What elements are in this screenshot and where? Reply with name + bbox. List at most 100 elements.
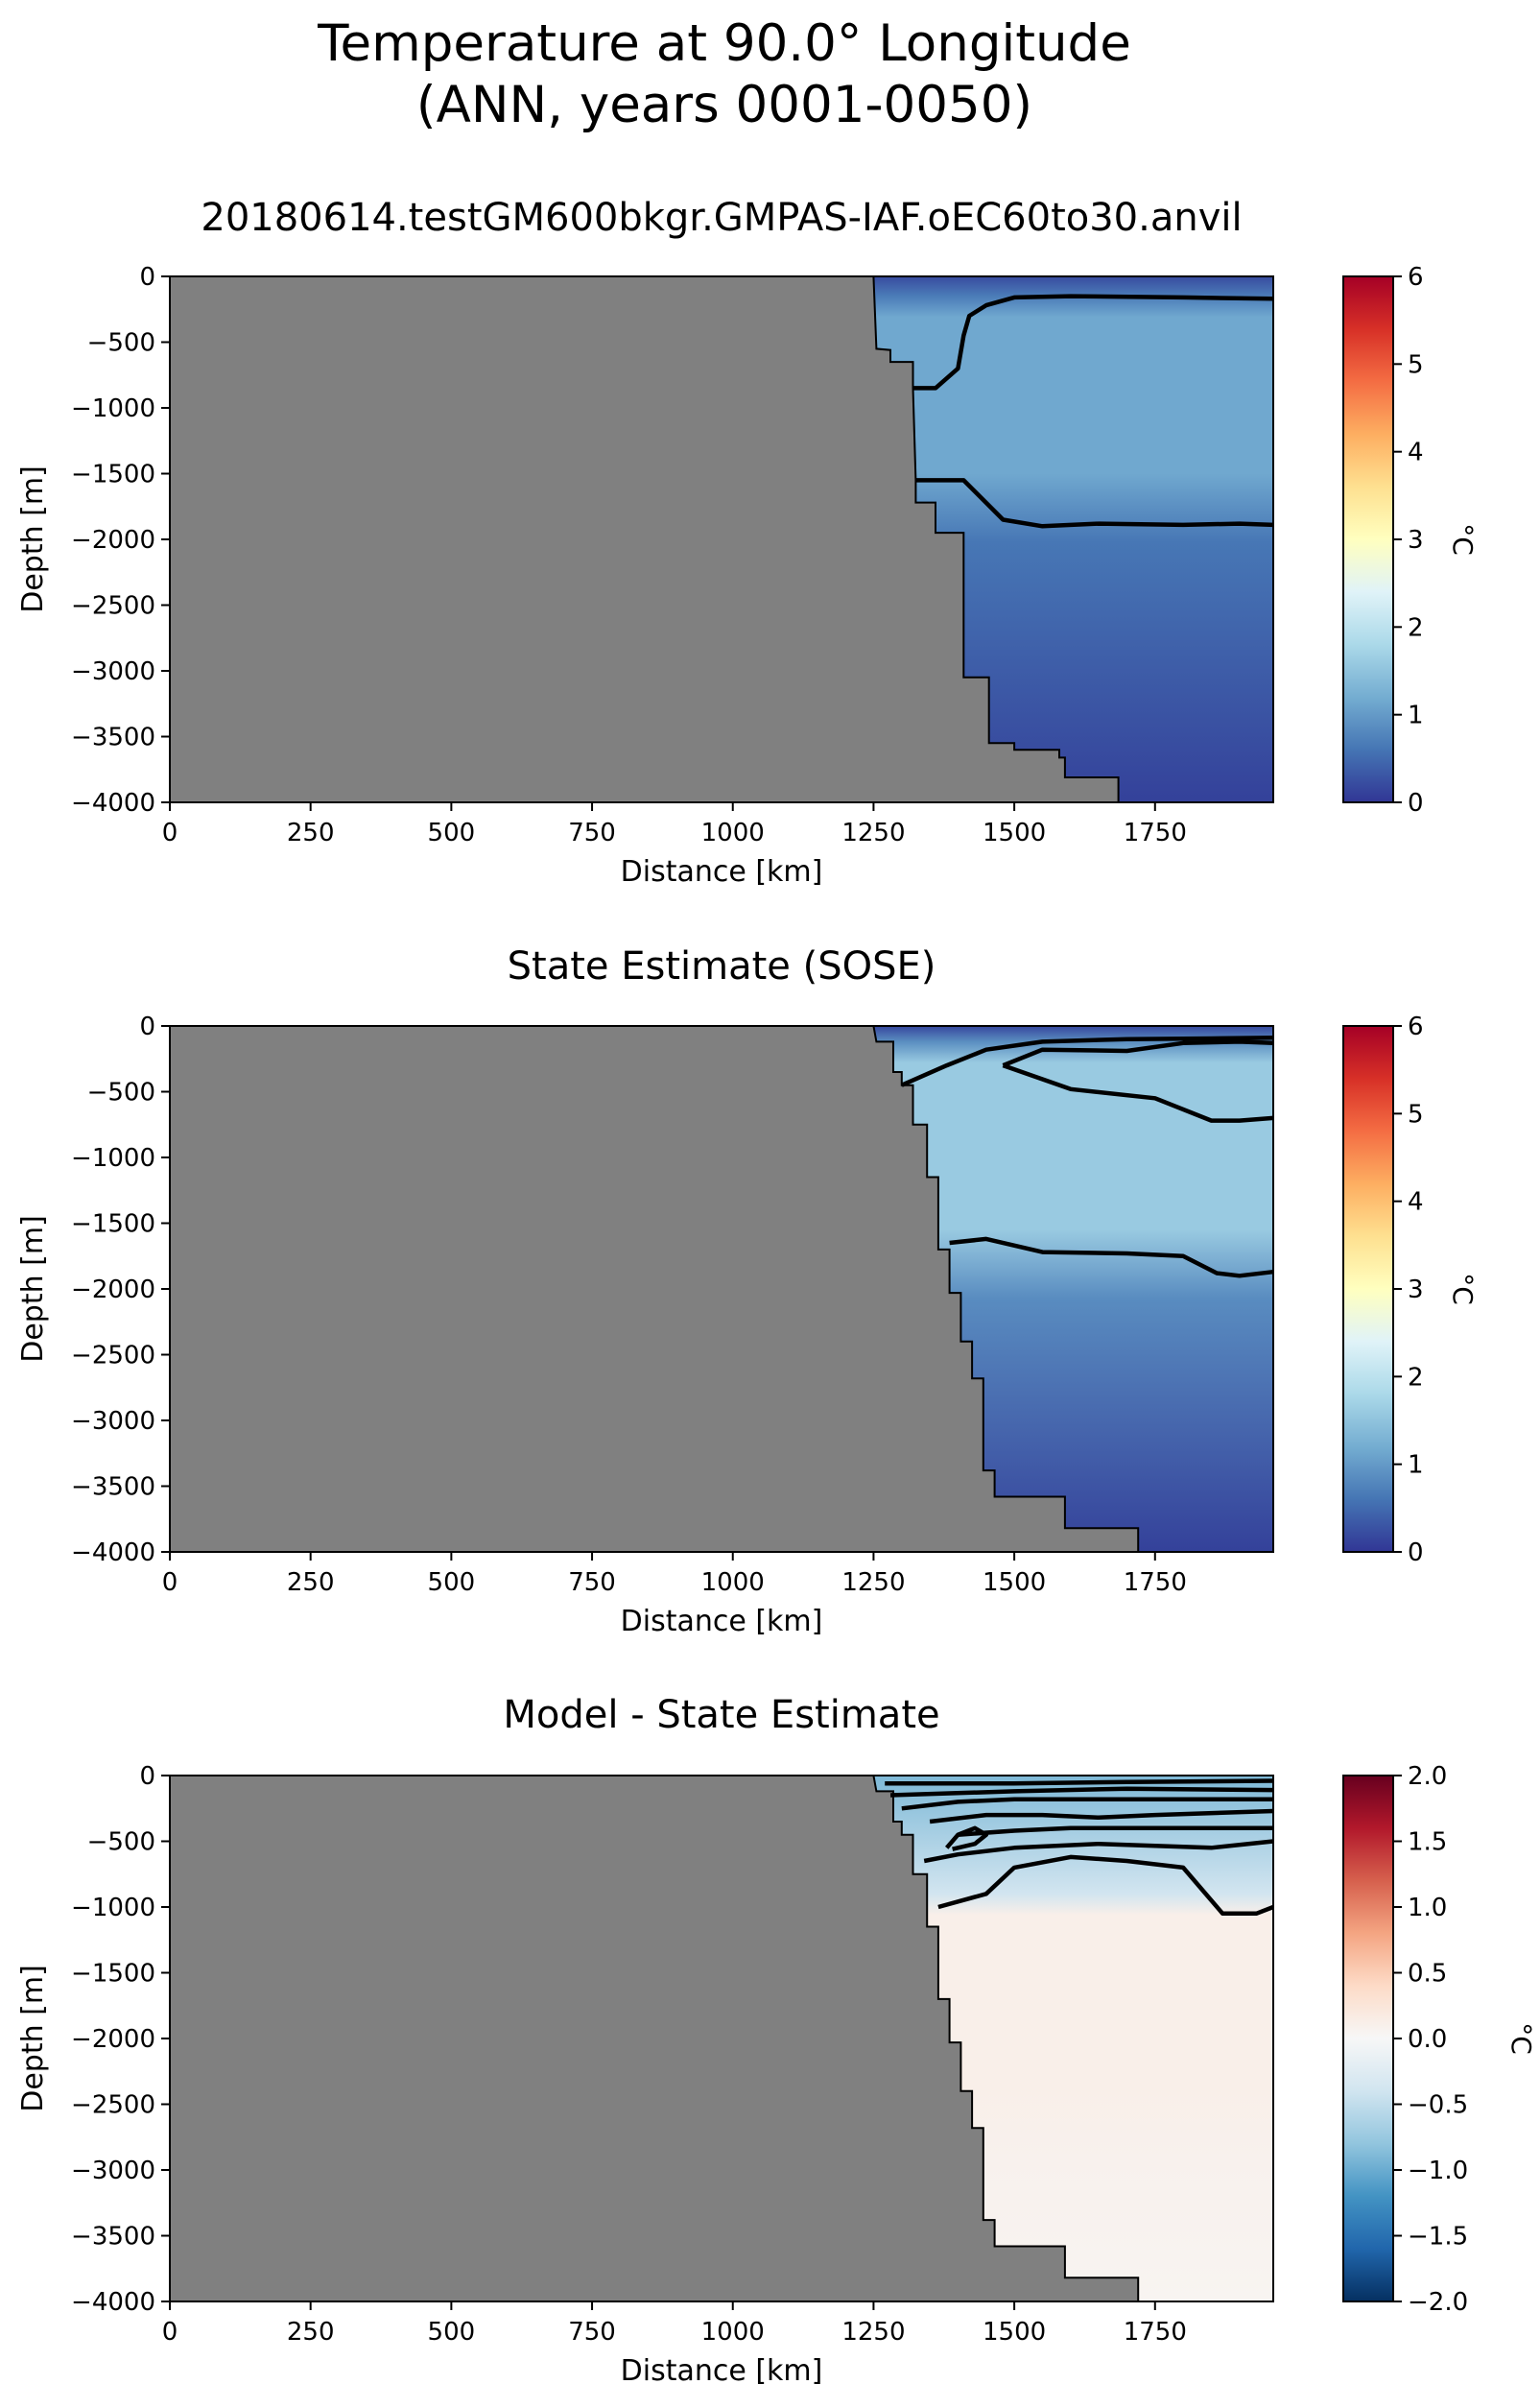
colorbar-tick-label: 0.5 xyxy=(1408,1960,1447,1989)
colorbar-tick-label: 3 xyxy=(1408,1276,1424,1304)
y-tick-label: −2500 xyxy=(71,1342,155,1371)
y-tick-label: 0 xyxy=(139,1762,155,1791)
y-tick-label: 0 xyxy=(139,263,155,292)
land-mask xyxy=(169,1025,1140,1553)
y-tick-label: −3000 xyxy=(71,657,155,686)
colorbar-tick-label: 1 xyxy=(1408,1451,1424,1480)
panel-title: 20180614.testGM600bkgr.GMPAS-IAF.oEC60to… xyxy=(201,196,1242,240)
x-tick-label: 250 xyxy=(287,819,335,847)
contour-line-4 xyxy=(949,1236,1274,1278)
y-tick-label: −2500 xyxy=(71,592,155,621)
contour-line-1 xyxy=(912,294,1274,391)
colorbar: 0 1 2 3 4 5 6 °C xyxy=(1342,1013,1479,1567)
contour-line-3 xyxy=(1002,1062,1274,1123)
colorbar-tick-label: 5 xyxy=(1408,350,1424,379)
panel-3: Model - State Estimate 0 −500 −1000 −1500 −20… xyxy=(16,1693,1537,2388)
x-tick-label: 0 xyxy=(162,819,178,847)
y-tick-label: −3500 xyxy=(71,724,155,752)
contour-line-7 xyxy=(937,1854,1274,1917)
x-axis-label: Distance [km] xyxy=(621,1605,823,1638)
x-tick-label: 1750 xyxy=(1124,819,1187,847)
y-tick-label: −500 xyxy=(87,1828,155,1857)
colorbar-tick-label: 1.0 xyxy=(1408,1894,1447,1922)
colorbar-tick-label: 6 xyxy=(1408,263,1424,292)
contour-line-6 xyxy=(923,1839,1274,1864)
x-axis-label: Distance [km] xyxy=(621,855,823,889)
y-tick-label: −2000 xyxy=(71,2025,155,2054)
contour-line-2 xyxy=(1002,1039,1274,1068)
colorbar-tick-label: 4 xyxy=(1408,1188,1424,1217)
panel-1: 20180614.testGM600bkgr.GMPAS-IAF.oEC60to… xyxy=(16,196,1479,889)
land-mask xyxy=(169,1775,1140,2302)
colorbar-tick-label: 3 xyxy=(1408,526,1424,555)
y-tick-label: −1000 xyxy=(71,394,155,423)
y-tick-label: −4000 xyxy=(71,2288,155,2317)
panel-title: Model - State Estimate xyxy=(503,1693,939,1737)
y-tick-label: −1500 xyxy=(71,1210,155,1239)
colorbar-tick-label: 0.0 xyxy=(1408,2025,1447,2054)
x-tick-label: 0 xyxy=(162,2318,178,2347)
colorbar-tick-label: 5 xyxy=(1408,1100,1424,1129)
y-tick-label: −2000 xyxy=(71,526,155,555)
contour-line-4 xyxy=(929,1808,1274,1824)
x-tick-label: 500 xyxy=(428,2318,476,2347)
y-tick-label: −1000 xyxy=(71,1144,155,1173)
colorbar-tick-label: 1.5 xyxy=(1408,1828,1447,1857)
colorbar-tick-label: 2 xyxy=(1408,613,1424,642)
y-tick-label: −4000 xyxy=(71,789,155,818)
x-tick-label: 1250 xyxy=(841,819,905,847)
y-tick-label: −4000 xyxy=(71,1538,155,1567)
x-tick-label: 1750 xyxy=(1124,2318,1187,2347)
contour-line-3 xyxy=(901,1797,1273,1811)
contour-line-2 xyxy=(915,478,1274,529)
y-tick-label: −1500 xyxy=(71,1960,155,1989)
colorbar-tick-label: −2.0 xyxy=(1408,2288,1468,2317)
colorbar-tick-label: 2.0 xyxy=(1408,1762,1447,1791)
colorbar-label: °C xyxy=(1447,1273,1479,1305)
colorbar-label: °C xyxy=(1447,523,1479,556)
y-tick-label: −3000 xyxy=(71,2157,155,2185)
x-tick-label: 1750 xyxy=(1124,1568,1187,1597)
x-tick-label: 750 xyxy=(568,1568,616,1597)
y-tick-label: −1000 xyxy=(71,1894,155,1922)
colorbar-tick-label: 0 xyxy=(1408,789,1424,818)
colorbar-tick-label: 2 xyxy=(1408,1363,1424,1392)
colorbar-tick-label: 4 xyxy=(1408,439,1424,467)
contour-line-2 xyxy=(889,1786,1274,1798)
colorbar-label: °C xyxy=(1505,2022,1537,2055)
x-tick-label: 1500 xyxy=(983,819,1046,847)
colorbar: −2.0 −1.5 −1.0 −0.5 0.0 0.5 1.0 1.5 2.0 °C xyxy=(1342,1762,1537,2317)
x-tick-label: 500 xyxy=(428,1568,476,1597)
x-axis-label: Distance [km] xyxy=(621,2354,823,2388)
x-tick-label: 750 xyxy=(568,2318,616,2347)
contour-line-1 xyxy=(900,1036,1274,1087)
x-tick-label: 1250 xyxy=(841,2318,905,2347)
x-tick-label: 1000 xyxy=(701,819,765,847)
land-mask xyxy=(169,275,1120,803)
y-axis-label: Depth [m] xyxy=(16,1965,50,2112)
colorbar-tick-label: 1 xyxy=(1408,702,1424,730)
x-tick-label: 0 xyxy=(162,1568,178,1597)
y-axis-label: Depth [m] xyxy=(16,1215,50,1363)
y-tick-label: −3500 xyxy=(71,1473,155,1502)
x-tick-label: 1500 xyxy=(983,1568,1046,1597)
colorbar-tick-label: 0 xyxy=(1408,1538,1424,1567)
colorbar-tick-label: −0.5 xyxy=(1408,2091,1468,2120)
contour-line-1 xyxy=(885,1778,1274,1786)
colorbar-tick-label: −1.5 xyxy=(1408,2223,1468,2252)
x-tick-label: 1500 xyxy=(983,2318,1046,2347)
y-tick-label: −500 xyxy=(87,329,155,358)
y-tick-label: −3500 xyxy=(71,2223,155,2252)
x-tick-label: 1000 xyxy=(701,1568,765,1597)
contour-line-8 xyxy=(944,1825,989,1851)
y-axis-label: Depth [m] xyxy=(16,465,50,613)
colorbar-scale xyxy=(1342,1025,1394,1553)
colorbar: 0 1 2 3 4 5 6 °C xyxy=(1342,263,1479,818)
y-tick-label: 0 xyxy=(139,1013,155,1041)
contour-line-5 xyxy=(958,1825,1273,1837)
x-tick-label: 250 xyxy=(287,1568,335,1597)
y-tick-label: −3000 xyxy=(71,1407,155,1436)
y-tick-label: −1500 xyxy=(71,461,155,489)
